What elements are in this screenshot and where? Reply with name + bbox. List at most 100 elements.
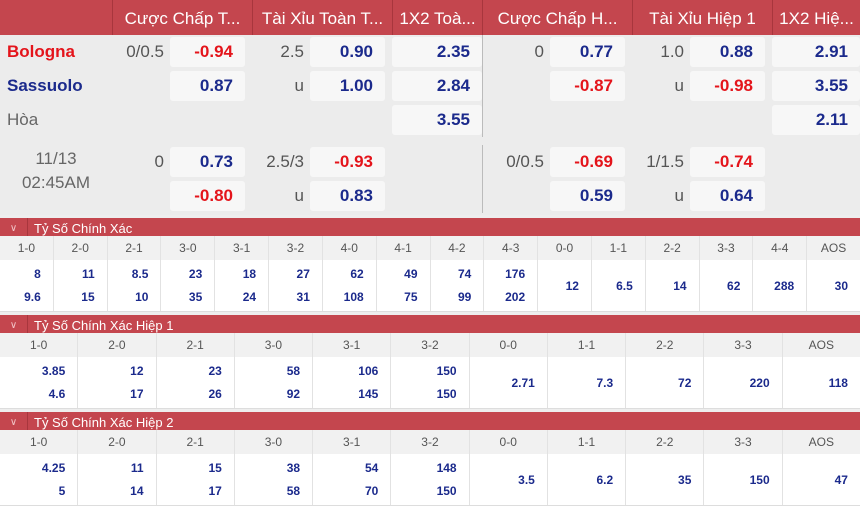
score-odds[interactable]: 6.5 [616, 278, 633, 293]
score-odds[interactable]: 17 [130, 386, 144, 401]
alt-over-odds[interactable]: -0.93 [310, 147, 385, 177]
score-odds[interactable]: 4.6 [48, 386, 66, 401]
score-odds[interactable]: 202 [505, 289, 526, 304]
away-win-odds[interactable]: 2.84 [392, 71, 482, 101]
score-odds[interactable]: 106 [358, 364, 379, 379]
score-odds[interactable]: 18 [242, 267, 257, 282]
section-header[interactable]: ∨ Tỷ Số Chính Xác Hiệp 1 [0, 312, 860, 333]
alt-h1-under-odds[interactable]: 0.64 [690, 181, 765, 211]
score-odds[interactable]: 35 [188, 289, 203, 304]
score-odds[interactable]: 12 [130, 364, 144, 379]
section-header[interactable]: ∨ Tỷ Số Chính Xác [0, 215, 860, 236]
chevron-down-icon[interactable]: ∨ [0, 412, 28, 430]
home-handicap-odds[interactable]: -0.94 [170, 37, 245, 67]
score-odds[interactable]: 14 [673, 278, 687, 293]
score-odds[interactable]: 220 [749, 375, 770, 390]
handicap-line: 0/0.5 [126, 42, 164, 61]
score-odds[interactable]: 2.71 [511, 375, 535, 390]
score-odds[interactable]: 31 [296, 289, 310, 304]
h1-over-odds[interactable]: 0.88 [690, 37, 765, 67]
score-odds[interactable]: 12 [565, 278, 579, 293]
header-h1-1x2[interactable]: 1X2 Hiệ... [772, 0, 860, 35]
section-header[interactable]: ∨ Tỷ Số Chính Xác Hiệp 2 [0, 409, 860, 430]
score-odds[interactable]: 9.6 [24, 289, 41, 304]
score-label: 2-2 [625, 430, 703, 454]
score-odds[interactable]: 150 [436, 386, 457, 401]
score-odds[interactable]: 150 [749, 472, 770, 487]
score-odds[interactable]: 72 [678, 375, 692, 390]
score-odds[interactable]: 14 [130, 483, 144, 498]
score-odds[interactable]: 4.25 [41, 461, 66, 476]
score-odds-cell: 62 [698, 260, 753, 311]
score-odds[interactable]: 27 [296, 267, 310, 282]
score-odds[interactable]: 11 [130, 461, 144, 476]
home-win-odds[interactable]: 2.35 [392, 37, 482, 67]
score-odds[interactable]: 26 [208, 386, 222, 401]
score-odds[interactable]: 54 [364, 461, 379, 476]
h1-home-handicap-odds[interactable]: 0.77 [550, 37, 625, 67]
score-odds[interactable]: 108 [343, 289, 364, 304]
score-odds[interactable]: 6.2 [596, 472, 614, 487]
score-odds[interactable]: 8.5 [131, 267, 149, 282]
score-odds[interactable]: 148 [436, 461, 457, 476]
score-odds[interactable]: 11 [81, 267, 95, 282]
h1-draw-odds[interactable]: 2.11 [772, 105, 860, 135]
score-odds[interactable]: 30 [834, 278, 848, 293]
score-odds[interactable]: 70 [364, 483, 379, 498]
score-odds[interactable]: 176 [505, 267, 526, 282]
draw-odds[interactable]: 3.55 [392, 105, 482, 135]
header-ft-over-under[interactable]: Tài Xỉu Toàn T... [252, 0, 392, 35]
score-odds[interactable]: 3.5 [518, 472, 535, 487]
score-odds[interactable]: 35 [678, 472, 692, 487]
score-odds[interactable]: 118 [828, 375, 848, 390]
score-odds[interactable]: 17 [208, 483, 222, 498]
h1-away-handicap-odds[interactable]: -0.87 [550, 71, 625, 101]
score-odds[interactable]: 23 [188, 267, 203, 282]
score-odds[interactable]: 150 [436, 483, 457, 498]
header-h1-over-under[interactable]: Tài Xỉu Hiệp 1 [632, 0, 772, 35]
score-odds[interactable]: 5 [58, 483, 66, 498]
score-odds[interactable]: 7.3 [596, 375, 614, 390]
h1-under-odds[interactable]: -0.98 [690, 71, 765, 101]
alt-away-handicap-odds[interactable]: -0.80 [170, 181, 245, 211]
alt-under-odds[interactable]: 0.83 [310, 181, 385, 211]
score-odds[interactable]: 145 [358, 386, 379, 401]
score-odds-cell: 27 31 [268, 260, 322, 311]
score-odds[interactable]: 75 [404, 289, 418, 304]
alt-home-handicap-odds[interactable]: 0.73 [170, 147, 245, 177]
score-odds[interactable]: 47 [834, 472, 848, 487]
score-odds[interactable]: 49 [404, 267, 418, 282]
under-odds[interactable]: 1.00 [310, 71, 385, 101]
h1-home-win-odds[interactable]: 2.91 [772, 37, 860, 67]
alt-h1-over-odds[interactable]: -0.74 [690, 147, 765, 177]
score-odds[interactable]: 24 [242, 289, 257, 304]
alt-h1-home-handicap-odds[interactable]: -0.69 [550, 147, 625, 177]
score-odds[interactable]: 15 [208, 461, 222, 476]
score-odds[interactable]: 92 [286, 386, 301, 401]
score-odds[interactable]: 288 [774, 278, 795, 293]
h1-away-win-odds[interactable]: 3.55 [772, 71, 860, 101]
score-odds[interactable]: 99 [457, 289, 472, 304]
score-odds[interactable]: 150 [436, 364, 457, 379]
score-odds[interactable]: 62 [727, 278, 741, 293]
score-odds-cell: 11 14 [77, 454, 155, 505]
chevron-down-icon[interactable]: ∨ [0, 315, 28, 333]
score-odds[interactable]: 3.85 [41, 364, 66, 379]
header-h1-handicap[interactable]: Cược Chấp H... [482, 0, 632, 35]
header-ft-handicap[interactable]: Cược Chấp T... [112, 0, 252, 35]
score-odds[interactable]: 38 [286, 461, 301, 476]
score-odds[interactable]: 58 [286, 483, 301, 498]
score-odds[interactable]: 58 [286, 364, 301, 379]
score-odds-cell: 118 [781, 357, 860, 408]
chevron-down-icon[interactable]: ∨ [0, 218, 28, 236]
score-odds[interactable]: 15 [81, 289, 95, 304]
score-odds[interactable]: 23 [208, 364, 222, 379]
over-odds[interactable]: 0.90 [310, 37, 385, 67]
score-odds[interactable]: 74 [457, 267, 472, 282]
header-ft-1x2[interactable]: 1X2 Toà... [392, 0, 482, 35]
away-handicap-odds[interactable]: 0.87 [170, 71, 245, 101]
alt-h1-away-handicap-odds[interactable]: 0.59 [550, 181, 625, 211]
score-odds[interactable]: 8 [34, 267, 41, 282]
score-odds[interactable]: 10 [135, 289, 149, 304]
score-odds[interactable]: 62 [350, 267, 364, 282]
